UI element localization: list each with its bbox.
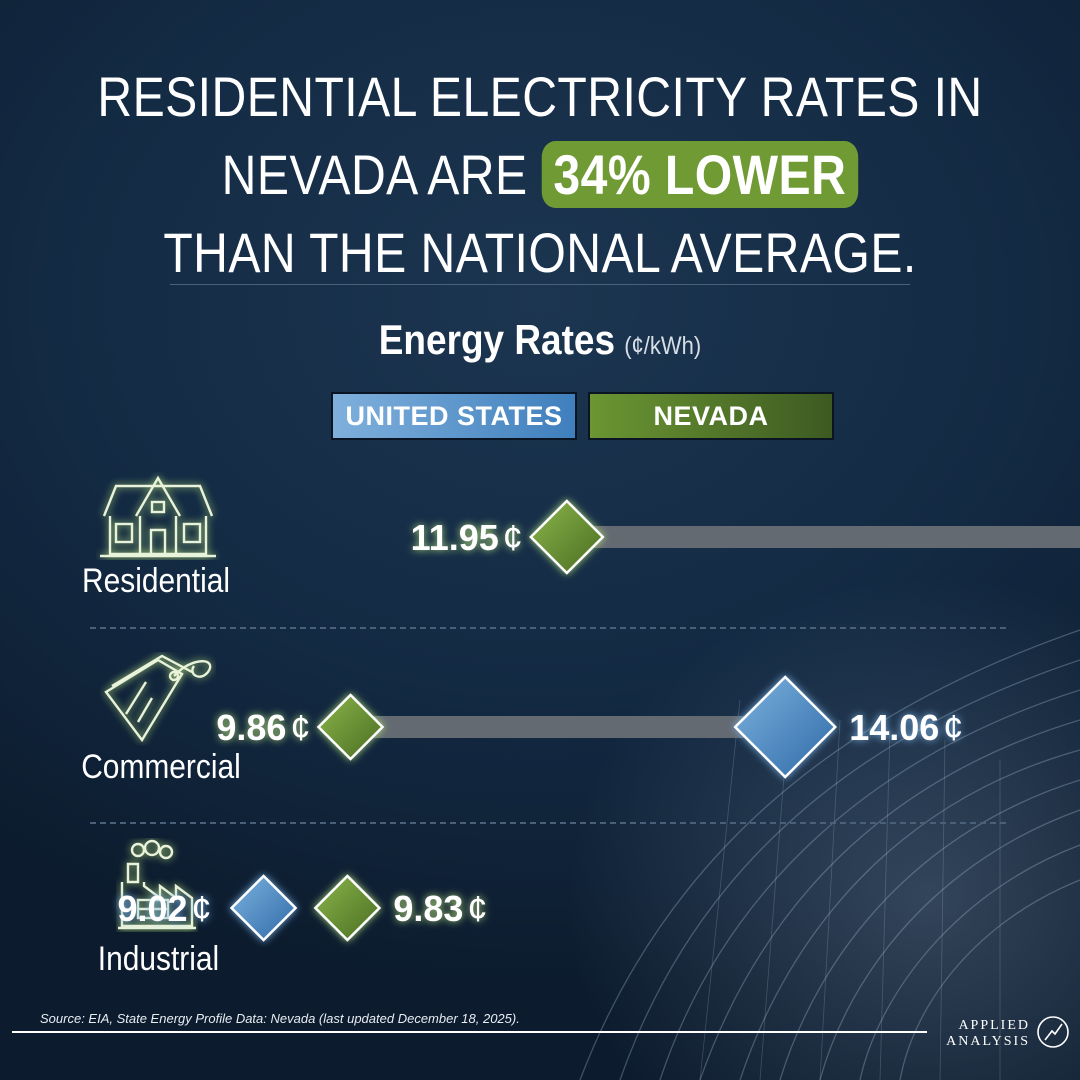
brand-line-2: ANALYSIS (946, 1034, 1030, 1049)
headline-line-3: THAN THE NATIONAL AVERAGE. (163, 221, 917, 284)
headline-line-2-prefix: NEVADA ARE (221, 143, 528, 206)
price-tag-icon (104, 654, 212, 743)
nv-rate-marker-residential (529, 499, 605, 575)
chart-title-main: Energy Rates (378, 316, 616, 363)
footer-rule (12, 1031, 927, 1033)
us-rate-marker-industrial (229, 874, 298, 942)
brand-wordmark: APPLIED ANALYSIS (930, 1018, 1030, 1050)
rate-gap-bar-commercial (350, 716, 786, 738)
nv-rate-marker-industrial (313, 874, 382, 942)
brand-logo-icon (1037, 1016, 1069, 1048)
chart-title-unit: (¢/kWh) (624, 332, 702, 360)
headline: RESIDENTIAL ELECTRICITY RATES IN NEVADA … (76, 58, 1005, 292)
sector-label-residential: Residential (81, 562, 231, 600)
legend-nevada: NEVADA (588, 392, 834, 440)
headline-highlight: 34% LOWER (541, 141, 859, 208)
chart-title: Energy Rates (¢/kWh) (65, 316, 1015, 364)
row-separator (90, 627, 1006, 629)
sector-label-industrial: Industrial (97, 940, 220, 978)
house-icon (100, 475, 216, 558)
us-rate-label-commercial: 14.06 ¢ (849, 707, 963, 748)
legend-united-states: UNITED STATES (331, 392, 577, 440)
title-divider (170, 284, 910, 285)
headline-line-1: RESIDENTIAL ELECTRICITY RATES IN (97, 65, 983, 128)
rate-gap-bar-residential (566, 526, 1080, 548)
nv-rate-marker-commercial (316, 693, 385, 761)
row-separator (90, 822, 1006, 824)
headline-line-2: NEVADA ARE 34% LOWER (76, 136, 1005, 214)
nv-rate-label-commercial: 9.86 ¢ (216, 707, 310, 748)
us-rate-marker-commercial (733, 675, 837, 779)
brand-line-1: APPLIED (958, 1018, 1030, 1033)
factory-icon (118, 839, 196, 930)
us-rate-label-industrial: 9.02 ¢ (117, 888, 211, 929)
nv-rate-label-industrial: 9.83 ¢ (393, 888, 487, 929)
sector-label-commercial: Commercial (81, 748, 241, 786)
nv-rate-label-residential: 11.95 ¢ (411, 517, 523, 558)
source-note: Source: EIA, State Energy Profile Data: … (40, 1011, 520, 1026)
